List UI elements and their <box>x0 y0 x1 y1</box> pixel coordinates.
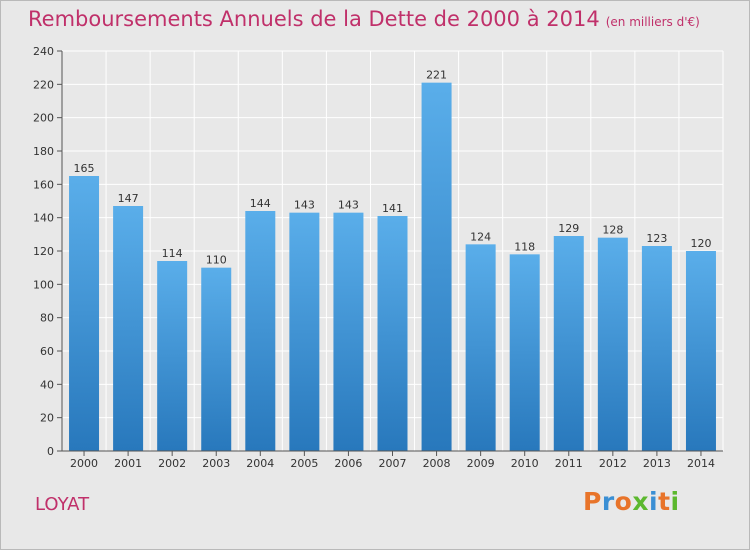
x-tick-label: 2004 <box>246 457 274 470</box>
x-tick-label: 2011 <box>555 457 583 470</box>
chart-title: Remboursements Annuels de la Dette de 20… <box>28 7 700 31</box>
x-tick-label: 2002 <box>158 457 186 470</box>
data-label: 129 <box>558 222 579 235</box>
bar <box>113 206 144 451</box>
y-tick-label: 0 <box>47 445 54 458</box>
logo-letter: P <box>583 487 602 516</box>
x-tick-label: 2007 <box>379 457 407 470</box>
y-tick-label: 160 <box>33 178 54 191</box>
x-tick-label: 2013 <box>643 457 671 470</box>
bar <box>69 176 100 451</box>
proxiti-logo[interactable]: Proxiti <box>583 487 680 516</box>
x-tick-label: 2014 <box>687 457 715 470</box>
data-label: 143 <box>338 199 359 212</box>
data-label: 141 <box>382 202 403 215</box>
y-tick-label: 200 <box>33 112 54 125</box>
data-label: 128 <box>602 224 623 237</box>
x-tick-label: 2010 <box>511 457 539 470</box>
bar <box>201 267 232 451</box>
data-label: 118 <box>514 240 535 253</box>
logo-letter: i <box>649 487 659 516</box>
bar <box>157 261 188 451</box>
data-labels: 165 147 114 110 144 143 143 141 221 124 118 129 128 1… <box>74 69 712 267</box>
bar <box>597 237 628 451</box>
commune-name: LOYAT <box>35 494 90 515</box>
axes: 0 20 40 60 80 100 120 140 160 180 200 220 240 2000 200… <box>33 45 723 470</box>
data-label: 123 <box>646 232 667 245</box>
x-tick-label: 2006 <box>334 457 362 470</box>
logo-letter: r <box>601 487 615 516</box>
x-tick-label: 2008 <box>423 457 451 470</box>
bar <box>509 254 540 451</box>
x-tick-label: 2003 <box>202 457 230 470</box>
data-label: 147 <box>118 192 139 205</box>
chart-title-text: Remboursements Annuels de la Dette de 20… <box>28 7 600 31</box>
y-tick-label: 120 <box>33 245 54 258</box>
bar <box>553 236 584 451</box>
logo-letter: o <box>614 487 633 516</box>
y-tick-label: 100 <box>33 278 54 291</box>
x-tick-label: 2012 <box>599 457 627 470</box>
y-tick-label: 60 <box>40 345 54 358</box>
data-label: 120 <box>690 237 711 250</box>
bar <box>685 251 716 451</box>
y-tick-label: 20 <box>40 412 54 425</box>
x-tick-label: 2001 <box>114 457 142 470</box>
logo-letter: x <box>632 487 649 516</box>
data-label: 114 <box>162 247 183 260</box>
data-label: 143 <box>294 199 315 212</box>
y-tick-label: 240 <box>33 45 54 58</box>
y-tick-label: 180 <box>33 145 54 158</box>
bar <box>641 246 672 451</box>
logo-letter: t <box>658 487 671 516</box>
logo-letter: i <box>670 487 680 516</box>
x-tick-label: 2000 <box>70 457 98 470</box>
chart-subtitle: (en milliers d'€) <box>605 15 700 29</box>
y-tick-label: 220 <box>33 78 54 91</box>
data-label: 221 <box>426 69 447 82</box>
bar <box>245 211 276 451</box>
data-label: 110 <box>206 254 227 267</box>
bar <box>465 244 496 451</box>
bar <box>289 212 320 451</box>
y-tick-label: 80 <box>40 312 54 325</box>
data-label: 124 <box>470 230 491 243</box>
bars <box>69 82 716 452</box>
y-tick-label: 40 <box>40 378 54 391</box>
bar <box>333 212 364 451</box>
bar <box>377 216 408 451</box>
data-label: 165 <box>74 162 95 175</box>
x-tick-label: 2005 <box>290 457 318 470</box>
bar <box>421 82 452 452</box>
y-tick-label: 140 <box>33 212 54 225</box>
data-label: 144 <box>250 197 271 210</box>
x-tick-label: 2009 <box>467 457 495 470</box>
